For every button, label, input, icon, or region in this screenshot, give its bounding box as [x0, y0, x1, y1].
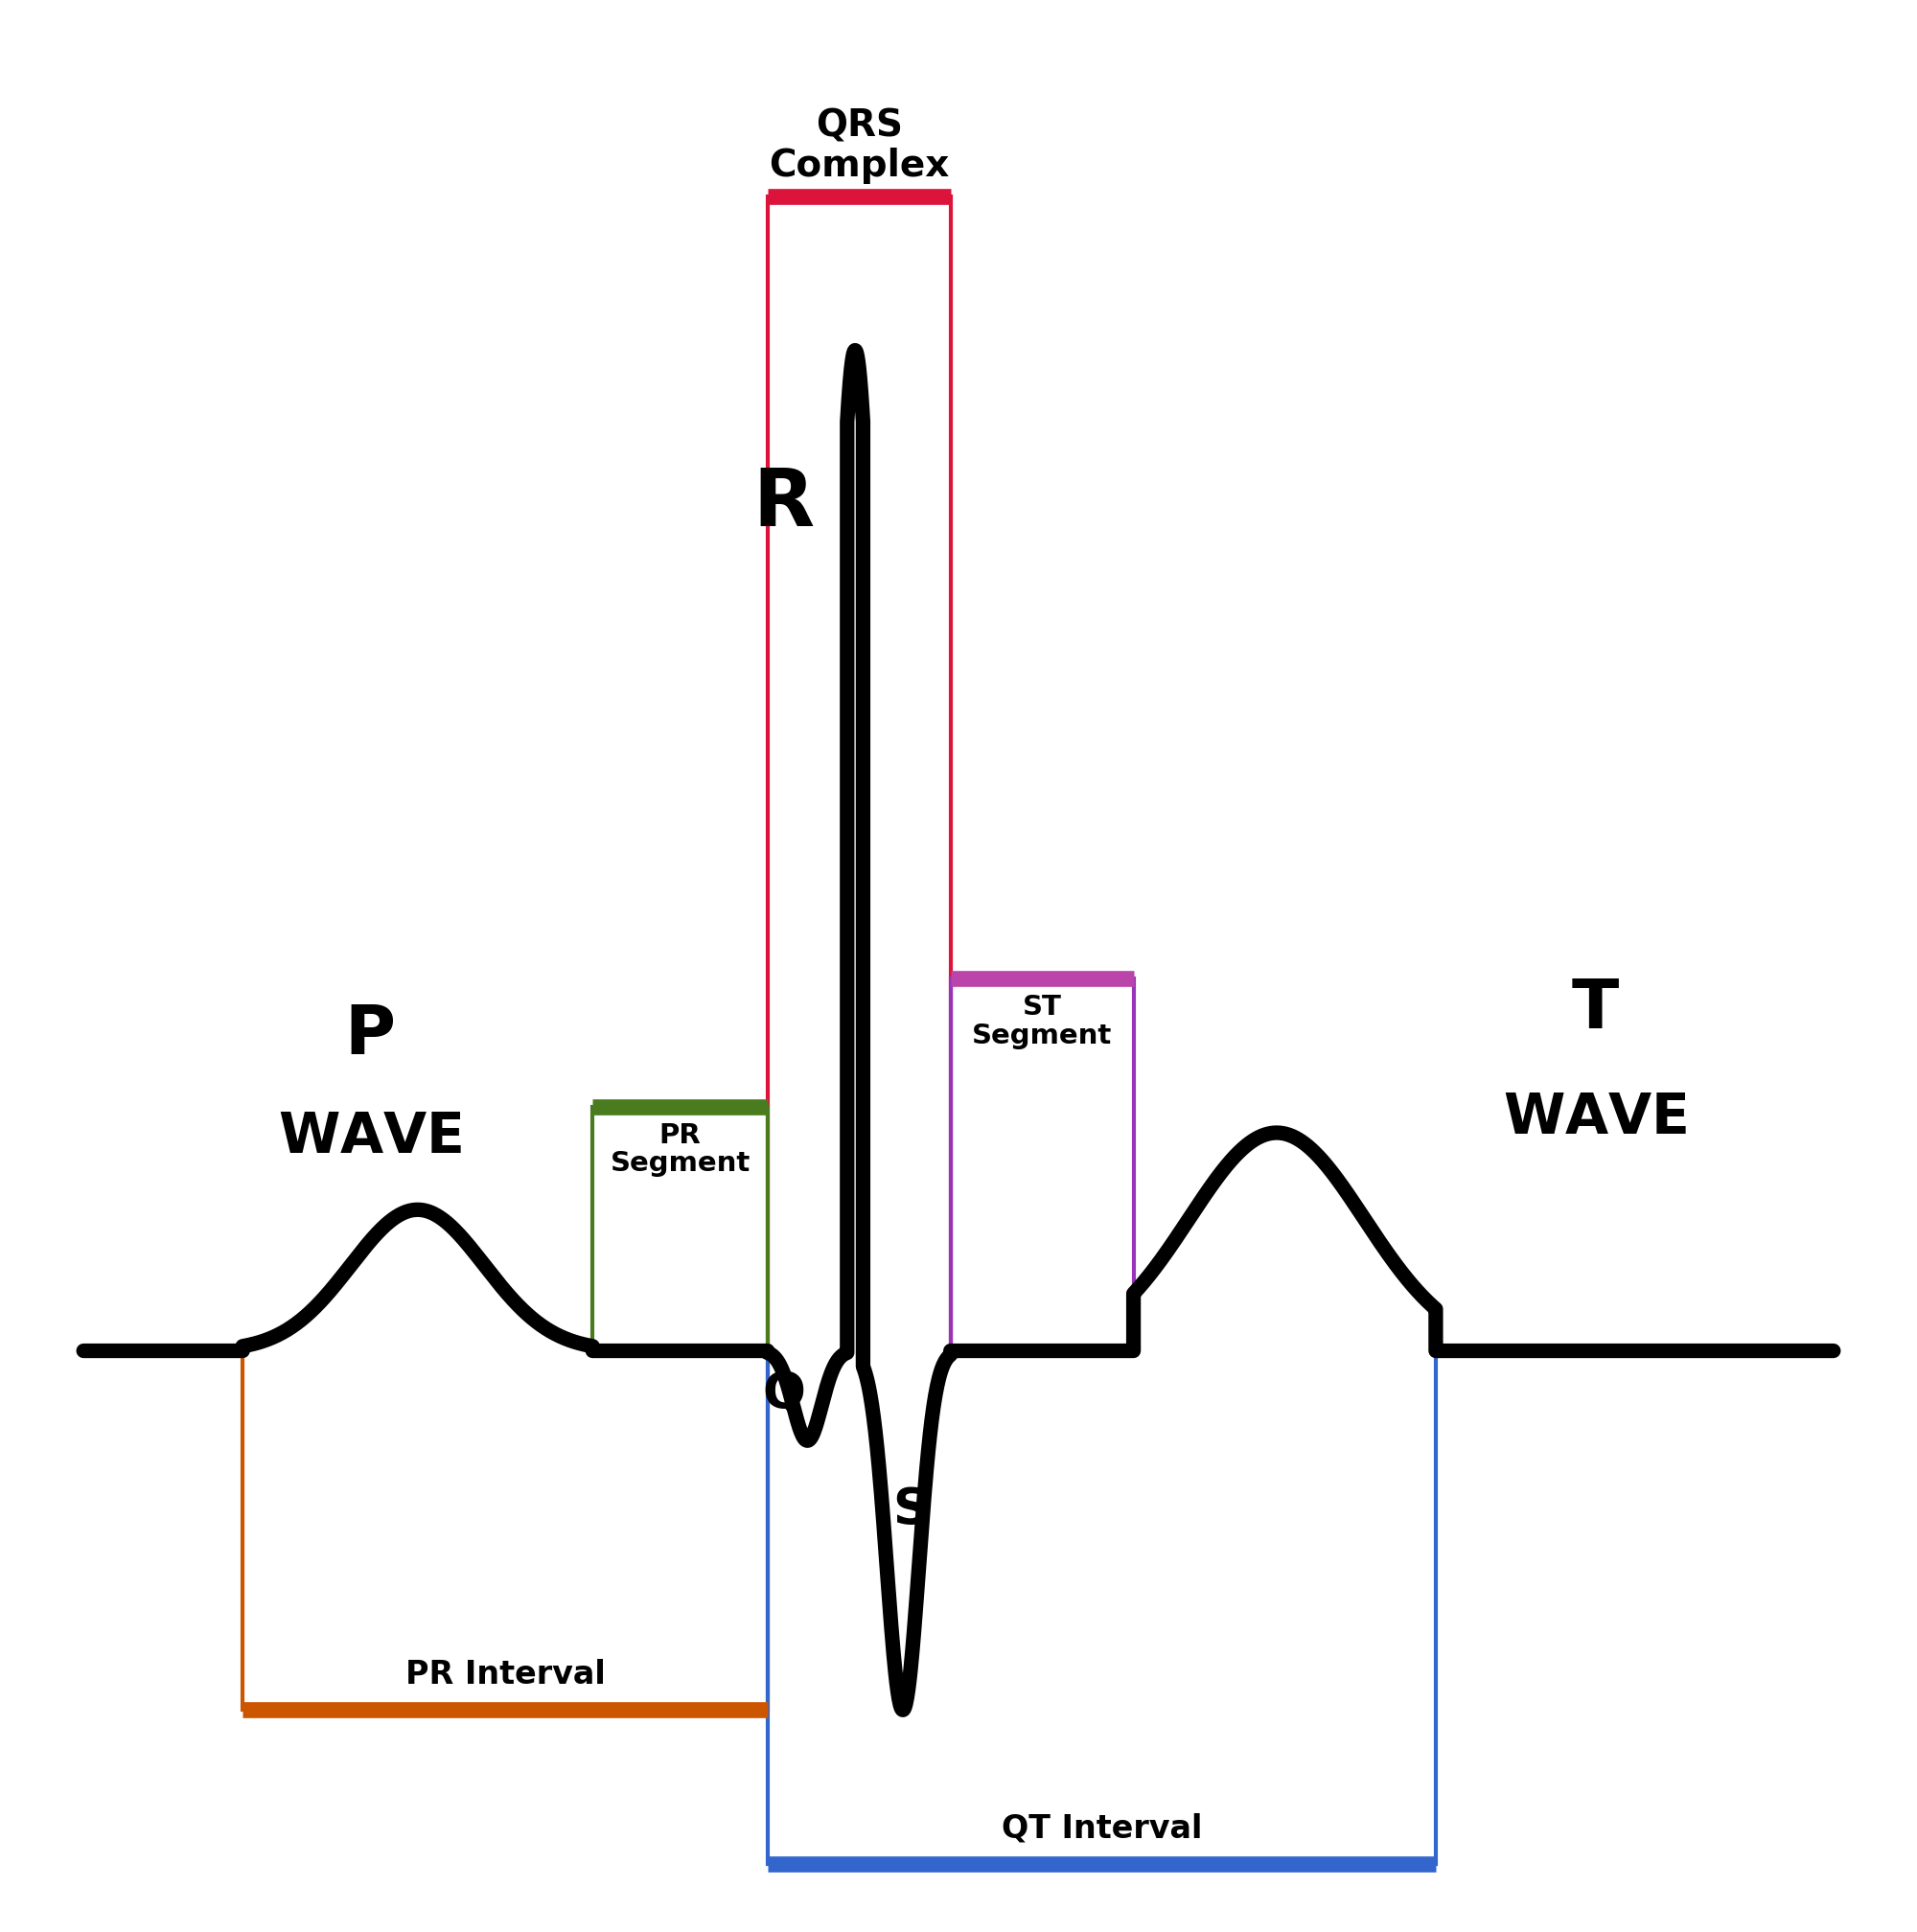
Text: PR Interval: PR Interval: [404, 1660, 606, 1690]
Text: ST
Segment: ST Segment: [972, 995, 1112, 1049]
Text: Q: Q: [761, 1370, 805, 1420]
Text: P: P: [345, 1003, 395, 1068]
Text: $\mathbf{W}$AVE: $\mathbf{W}$AVE: [1503, 1092, 1687, 1146]
Text: QT Interval: QT Interval: [1001, 1812, 1202, 1845]
Text: PR
Segment: PR Segment: [610, 1122, 750, 1177]
Text: QRS
Complex: QRS Complex: [769, 108, 949, 184]
Text: $\mathbf{W}$AVE: $\mathbf{W}$AVE: [278, 1111, 462, 1165]
Text: S: S: [893, 1486, 930, 1536]
Text: R: R: [753, 466, 815, 543]
Text: T: T: [1572, 978, 1618, 1043]
